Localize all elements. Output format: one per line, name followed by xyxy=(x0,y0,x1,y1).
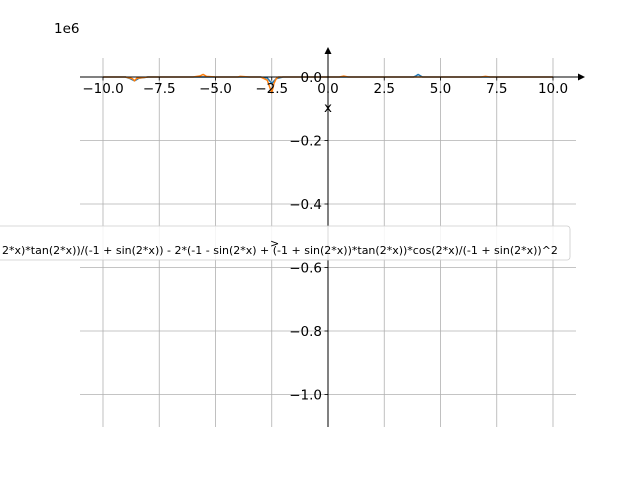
x-tick-label-7: 7.5 xyxy=(486,81,507,97)
legend-box xyxy=(0,225,571,261)
y-tick-label-4: −0.8 xyxy=(289,324,322,340)
x-tick-label-3: −2.5 xyxy=(255,81,288,97)
x-axis-label: x xyxy=(324,100,332,116)
x-tick-label-4: 0.0 xyxy=(317,81,338,97)
tick-labels: −10.0 −7.5 −5.0 −2.5 0.0 2.5 5.0 7.5 10.0 0.0 −0.2… xyxy=(82,70,568,404)
x-tick-label-8: 10.0 xyxy=(538,81,568,97)
legend-entry-1: > xyxy=(270,237,279,250)
legend: 2*x)*tan(2*x))/(-1 + sin(2*x)) - 2*(-1 -… xyxy=(0,225,571,261)
x-tick-label-0: −10.0 xyxy=(82,81,123,97)
y-tick-label-0: 0.0 xyxy=(301,70,322,86)
legend-entry-0: 2*x)*tan(2*x))/(-1 + sin(2*x)) - 2*(-1 -… xyxy=(2,244,558,257)
x-axis-arrow xyxy=(578,73,585,81)
y-tick-label-5: −1.0 xyxy=(289,388,322,404)
y-offset-label: 1e6 xyxy=(54,21,79,37)
x-tick-label-6: 5.0 xyxy=(430,81,451,97)
x-tick-label-1: −7.5 xyxy=(143,81,176,97)
x-tick-label-2: −5.0 xyxy=(199,81,232,97)
y-tick-label-2: −0.4 xyxy=(289,197,322,213)
y-tick-label-3: −0.6 xyxy=(289,261,322,277)
y-tick-label-1: −0.2 xyxy=(289,134,322,150)
y-axis-arrow xyxy=(324,47,332,54)
x-tick-label-5: 2.5 xyxy=(374,81,395,97)
